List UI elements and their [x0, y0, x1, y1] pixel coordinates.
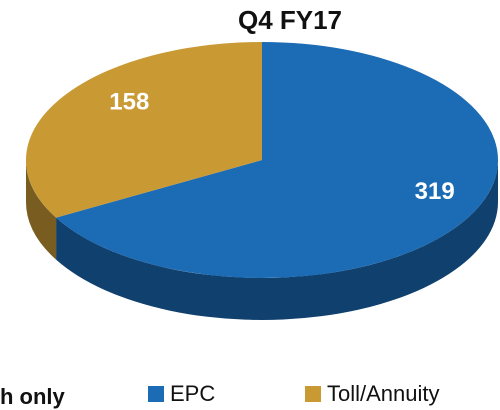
pie-slice-side: [56, 160, 498, 320]
chart-title: Q4 FY17: [238, 5, 342, 35]
data-label: 319: [415, 178, 455, 205]
pie-slice: [56, 42, 498, 278]
pie-slice-side: [26, 160, 57, 260]
legend-label: Toll/Annuity: [327, 381, 440, 406]
legend-swatch: [148, 386, 164, 402]
legend-swatch: [305, 386, 321, 402]
annotation: h only: [0, 384, 66, 409]
legend-label: EPC: [170, 381, 215, 406]
pie-slice: [25, 42, 262, 218]
data-label: 158: [109, 89, 149, 116]
